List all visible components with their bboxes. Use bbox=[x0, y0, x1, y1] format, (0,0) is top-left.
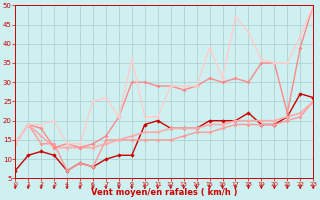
X-axis label: Vent moyen/en rafales ( km/h ): Vent moyen/en rafales ( km/h ) bbox=[91, 188, 237, 197]
